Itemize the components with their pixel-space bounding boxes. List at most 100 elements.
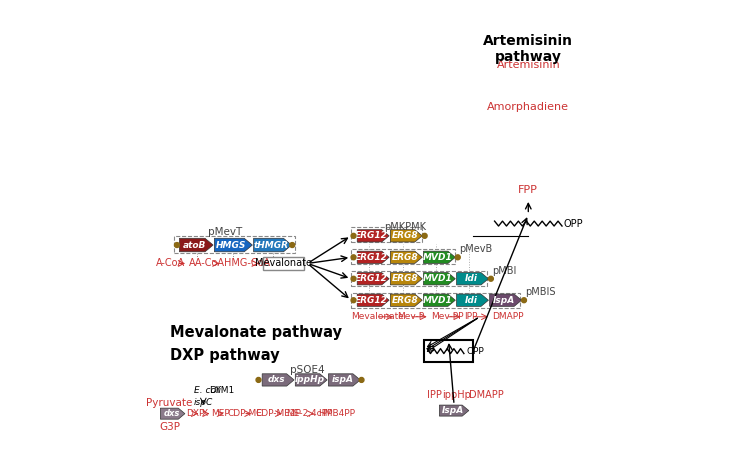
Polygon shape xyxy=(457,273,488,285)
Text: CDP-ME2P: CDP-ME2P xyxy=(256,409,302,418)
Text: Pyruvate: Pyruvate xyxy=(146,397,193,408)
Text: HMB4PP: HMB4PP xyxy=(318,409,355,418)
Text: IspA: IspA xyxy=(493,296,515,305)
Polygon shape xyxy=(390,273,422,285)
Polygon shape xyxy=(254,238,292,252)
Text: CDP-ME: CDP-ME xyxy=(228,409,262,418)
Bar xyxy=(351,271,488,286)
Polygon shape xyxy=(262,374,294,386)
Text: ippHp: ippHp xyxy=(295,375,325,384)
Text: ERG12: ERG12 xyxy=(356,253,388,262)
Text: dxs: dxs xyxy=(164,409,179,418)
Text: IPP: IPP xyxy=(464,312,478,321)
Polygon shape xyxy=(296,374,327,386)
Text: Artemisinin: Artemisinin xyxy=(496,60,560,71)
Text: Idi: Idi xyxy=(464,296,478,305)
Circle shape xyxy=(351,276,356,281)
Text: pSOE4: pSOE4 xyxy=(290,365,325,375)
Bar xyxy=(262,257,305,269)
Text: DXP pathway: DXP pathway xyxy=(170,348,279,363)
Text: MVD1: MVD1 xyxy=(423,296,453,305)
Polygon shape xyxy=(390,251,422,263)
Circle shape xyxy=(351,234,356,238)
Polygon shape xyxy=(424,251,455,263)
Text: pMevB: pMevB xyxy=(459,244,492,255)
Polygon shape xyxy=(440,405,469,416)
Bar xyxy=(351,227,422,242)
Text: ERG12: ERG12 xyxy=(356,231,388,241)
Text: MVD1: MVD1 xyxy=(423,274,453,283)
Polygon shape xyxy=(179,238,213,252)
Text: ERG8: ERG8 xyxy=(392,296,418,305)
Text: pMevT: pMevT xyxy=(208,226,242,237)
Polygon shape xyxy=(424,294,455,306)
Polygon shape xyxy=(390,230,422,242)
Polygon shape xyxy=(357,273,389,285)
Text: HMGS: HMGS xyxy=(216,241,247,249)
Text: pMKPMK: pMKPMK xyxy=(384,222,426,232)
Text: DMAPP: DMAPP xyxy=(492,312,524,321)
Text: OPP: OPP xyxy=(563,219,583,228)
Circle shape xyxy=(351,298,356,303)
Text: AA-CoA: AA-CoA xyxy=(189,258,225,269)
Text: pMBIS: pMBIS xyxy=(525,287,556,297)
Text: ispC: ispC xyxy=(194,398,213,407)
Text: Mev-P: Mev-P xyxy=(397,312,424,321)
Circle shape xyxy=(351,255,356,260)
Circle shape xyxy=(175,242,179,248)
Circle shape xyxy=(521,298,526,303)
Text: ADS: ADS xyxy=(539,164,563,175)
Text: A-CoA: A-CoA xyxy=(156,258,185,269)
Text: Artemisinin
pathway: Artemisinin pathway xyxy=(483,34,573,64)
Polygon shape xyxy=(535,163,568,176)
Text: OPP: OPP xyxy=(467,347,484,355)
Text: Mevalonate: Mevalonate xyxy=(351,312,404,321)
Text: X: X xyxy=(202,409,208,418)
Text: MEP: MEP xyxy=(211,409,230,418)
Text: ERG12: ERG12 xyxy=(356,296,388,305)
Text: ME-2,4cPP: ME-2,4cPP xyxy=(286,409,332,418)
Bar xyxy=(351,249,455,264)
Polygon shape xyxy=(328,374,360,386)
Text: dxs: dxs xyxy=(268,375,285,384)
Polygon shape xyxy=(357,251,389,263)
Text: Mevalonate: Mevalonate xyxy=(255,258,312,269)
Text: Mev-PP: Mev-PP xyxy=(430,312,464,321)
Text: IspA: IspA xyxy=(442,406,464,415)
Circle shape xyxy=(422,234,427,238)
Text: atoB: atoB xyxy=(183,241,206,249)
Text: pMBI: pMBI xyxy=(492,266,517,276)
Bar xyxy=(424,340,473,361)
Text: G3P: G3P xyxy=(159,422,180,432)
Text: ERG8: ERG8 xyxy=(392,274,418,283)
Text: ispA: ispA xyxy=(332,375,354,384)
Text: E. coli: E. coli xyxy=(194,386,221,395)
Polygon shape xyxy=(160,408,185,419)
Circle shape xyxy=(359,377,364,382)
Text: DMAPP: DMAPP xyxy=(469,390,503,400)
Text: tHMGR: tHMGR xyxy=(254,241,288,249)
Polygon shape xyxy=(214,238,252,252)
Text: DYM1: DYM1 xyxy=(209,386,235,395)
Polygon shape xyxy=(457,294,488,306)
Text: Idi: Idi xyxy=(464,274,478,283)
Text: ERG8: ERG8 xyxy=(392,231,418,241)
Text: FPP: FPP xyxy=(518,185,538,195)
Polygon shape xyxy=(390,294,422,306)
Text: ERG8: ERG8 xyxy=(392,253,418,262)
Text: ippHp: ippHp xyxy=(442,390,471,400)
Text: DXP: DXP xyxy=(186,409,205,418)
Polygon shape xyxy=(357,294,389,306)
Text: IPP: IPP xyxy=(427,390,442,400)
Text: HMG-CoA: HMG-CoA xyxy=(224,258,270,269)
Text: ERG12: ERG12 xyxy=(356,274,388,283)
Circle shape xyxy=(290,242,295,248)
Circle shape xyxy=(455,255,460,260)
Polygon shape xyxy=(424,273,455,285)
Bar xyxy=(351,293,520,308)
Polygon shape xyxy=(357,230,389,242)
Circle shape xyxy=(256,377,261,382)
Text: Amorphadiene: Amorphadiene xyxy=(488,102,569,112)
Text: MVD1: MVD1 xyxy=(423,253,453,262)
Text: Mevalonate pathway: Mevalonate pathway xyxy=(170,325,341,340)
